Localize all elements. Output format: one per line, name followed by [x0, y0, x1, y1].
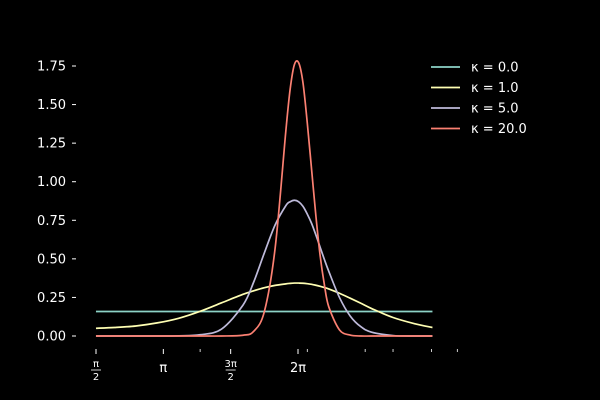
y-tick-label: 0.25	[37, 291, 66, 306]
legend-label: κ = 1.0	[471, 81, 519, 96]
legend-label: κ = 20.0	[471, 122, 527, 137]
series-line-1	[95, 282, 433, 330]
y-tick-label: 1.50	[37, 98, 66, 113]
legend-label: κ = 0.0	[471, 61, 519, 76]
y-tick-label: 0.00	[37, 330, 66, 345]
y-tick-label: 0.75	[37, 214, 66, 229]
series-line-3	[95, 60, 433, 337]
y-axis: 0.00 0.25 0.50 0.75 1.00 1.25 1.50 1.75	[37, 60, 76, 345]
x-tick-label-numerator: 3π	[224, 359, 236, 370]
series-line-2	[95, 199, 433, 337]
legend-label: κ = 5.0	[471, 102, 519, 117]
y-tick-label: 1.25	[37, 137, 66, 152]
y-tick-label: 1.75	[37, 60, 66, 75]
x-tick-label-numerator: π	[93, 359, 99, 370]
y-tick-label: 1.00	[37, 175, 66, 190]
y-tick-label: 0.50	[37, 252, 66, 267]
x-tick-label: 2π	[290, 361, 306, 376]
x-tick-label-denominator: 2	[93, 372, 99, 383]
plot-lines	[95, 60, 433, 337]
x-tick-label: π	[159, 361, 167, 376]
legend: κ = 0.0 κ = 1.0 κ = 5.0 κ = 20.0	[431, 61, 527, 137]
x-tick-label-denominator: 2	[227, 372, 233, 383]
